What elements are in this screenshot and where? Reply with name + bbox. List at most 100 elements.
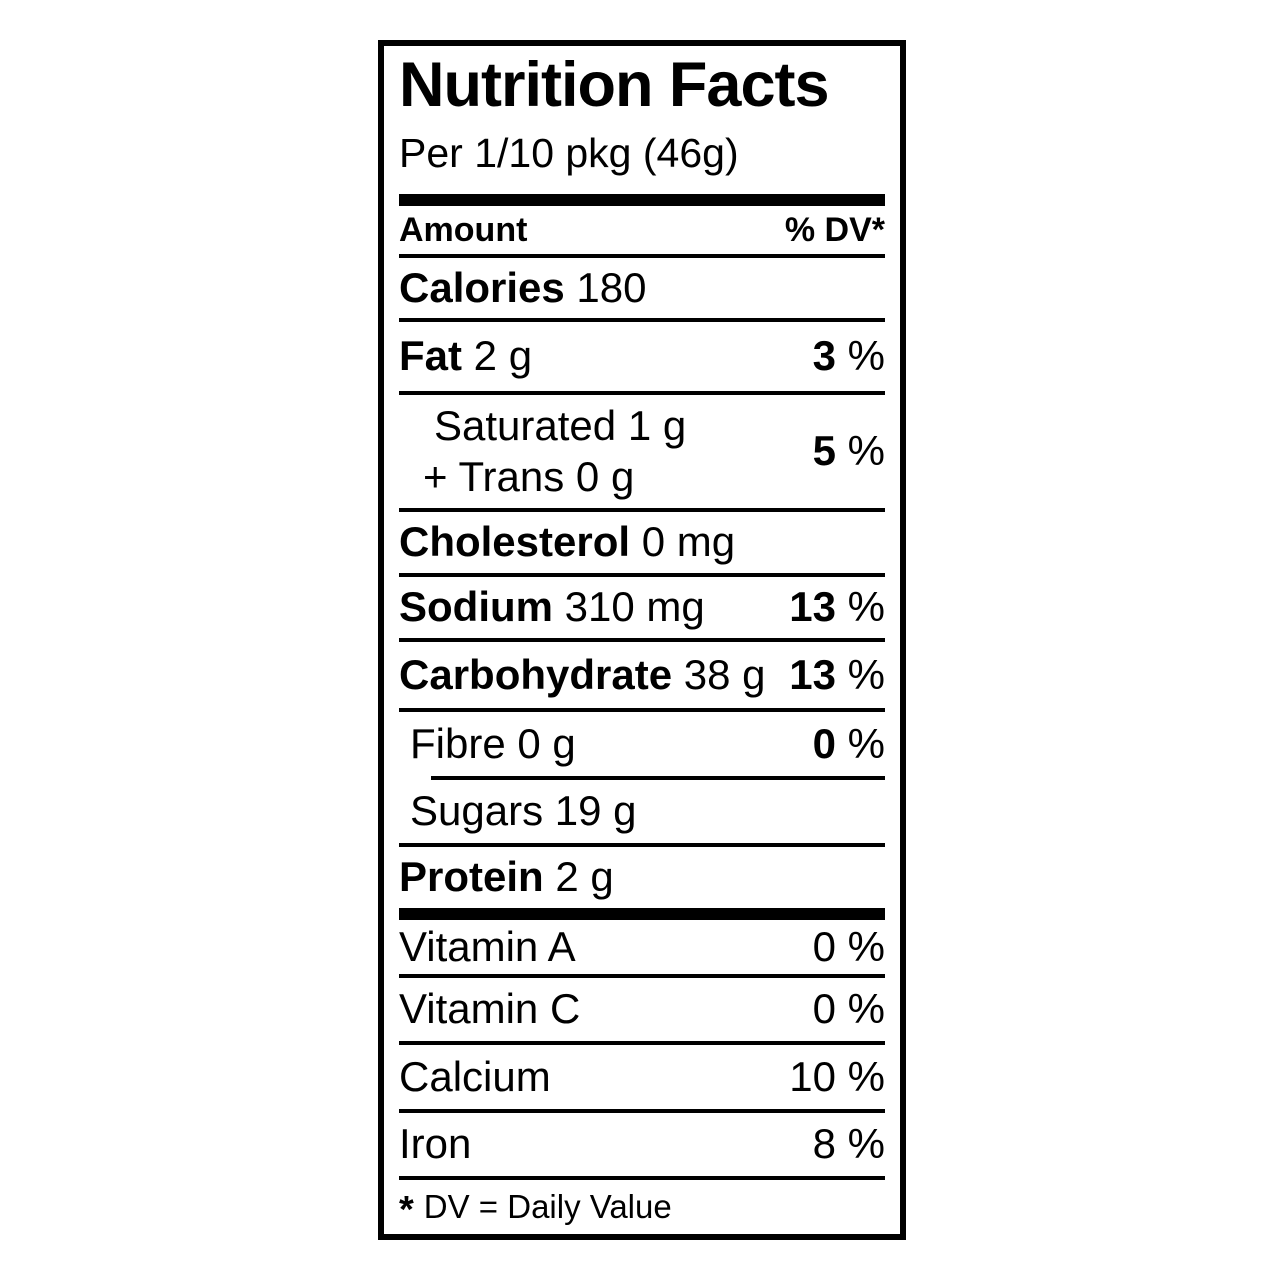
dv-column-header: % DV*: [784, 210, 885, 249]
thick-divider-top: [399, 194, 885, 206]
saturated-trans-label: Saturated 1 g + Trans 0 g: [399, 401, 686, 502]
nutrient-amount: 0 g: [575, 452, 635, 500]
vitamin-a-row: Vitamin A 0 %: [399, 920, 885, 974]
nutrient-name: Calcium: [399, 1052, 551, 1100]
amount-column-header: Amount: [399, 210, 528, 249]
divider: [399, 254, 885, 258]
dv-value: 10: [789, 1052, 836, 1100]
dv-value: 0: [812, 922, 836, 970]
protein-row: Protein 2 g: [399, 847, 885, 908]
percent-sign: %: [847, 985, 885, 1033]
carbohydrate-label: Carbohydrate 38 g: [399, 650, 765, 700]
nutrient-amount: 38 g: [683, 650, 766, 698]
sodium-dv: 13 %: [789, 582, 885, 632]
vitamin-c-label: Vitamin C: [399, 984, 580, 1034]
nutrient-name: Carbohydrate: [399, 650, 673, 698]
divider: [399, 318, 885, 322]
nutrient-name: + Trans: [423, 452, 565, 500]
fat-label: Fat 2 g: [399, 331, 532, 381]
dv-value: 8: [812, 1120, 836, 1168]
dv-value: 13: [789, 583, 836, 631]
calories-label: Calories 180: [399, 263, 647, 313]
dv-value: 0: [812, 985, 836, 1033]
divider: [399, 573, 885, 577]
percent-sign: %: [847, 1120, 885, 1168]
iron-dv: 8 %: [813, 1119, 885, 1169]
nutrient-name: Vitamin C: [399, 985, 581, 1033]
carbohydrate-dv: 13 %: [789, 650, 885, 700]
cholesterol-row: Cholesterol 0 mg: [399, 512, 885, 573]
percent-sign: %: [847, 650, 885, 698]
vitamin-c-row: Vitamin C 0 %: [399, 978, 885, 1041]
footnote-asterisk: *: [399, 1188, 414, 1231]
fat-dv: 3 %: [813, 331, 885, 381]
vitamin-a-dv: 0 %: [813, 922, 885, 972]
iron-label: Iron: [399, 1119, 471, 1169]
label-title: Nutrition Facts: [399, 50, 830, 120]
divider: [399, 391, 885, 395]
nutrient-amount: 0 g: [517, 719, 576, 767]
nutrient-amount: 180: [576, 263, 647, 311]
dv-value: 13: [789, 650, 836, 698]
iron-row: Iron 8 %: [399, 1113, 885, 1176]
fibre-row: Fibre 0 g 0 %: [399, 712, 885, 776]
nutrient-name: Protein: [399, 853, 544, 901]
nutrient-name: Fibre: [410, 719, 506, 767]
calcium-row: Calcium 10 %: [399, 1045, 885, 1109]
sugars-label: Sugars 19 g: [399, 786, 637, 836]
footnote: * DV = Daily Value: [399, 1180, 885, 1234]
saturated-trans-row: Saturated 1 g + Trans 0 g 5 %: [399, 395, 885, 508]
percent-sign: %: [847, 719, 885, 767]
nutrient-name: Iron: [399, 1120, 472, 1168]
calcium-label: Calcium: [399, 1052, 551, 1102]
divider-indented: [431, 776, 885, 780]
divider: [399, 508, 885, 512]
carbohydrate-row: Carbohydrate 38 g 13 %: [399, 642, 885, 708]
serving-size: Per 1/10 pkg (46g): [399, 130, 739, 176]
divider: [399, 1109, 885, 1113]
fibre-dv: 0 %: [813, 719, 885, 769]
column-header-row: Amount % DV*: [399, 206, 885, 254]
sugars-row: Sugars 19 g: [399, 780, 885, 843]
divider: [399, 708, 885, 712]
percent-sign: %: [847, 922, 885, 970]
vitamin-a-label: Vitamin A: [399, 922, 576, 972]
nutrient-name: Cholesterol: [399, 518, 631, 566]
calories-row: Calories 180: [399, 258, 885, 318]
dv-value: 3: [812, 332, 836, 380]
nutrient-name: Fat: [399, 332, 462, 380]
nutrient-name: Saturated: [434, 402, 617, 450]
nutrient-amount: 0 mg: [641, 518, 736, 566]
nutrient-name: Calories: [399, 263, 565, 311]
vitamin-c-dv: 0 %: [813, 984, 885, 1034]
divider: [399, 1176, 885, 1180]
nutrient-amount: 2 g: [555, 853, 614, 901]
dv-value: 5: [812, 427, 836, 475]
saturated-trans-dv: 5 %: [813, 426, 885, 476]
nutrient-name: Vitamin A: [399, 922, 576, 970]
nutrient-name: Sugars: [410, 787, 544, 835]
percent-sign: %: [847, 427, 885, 475]
divider: [399, 843, 885, 847]
thick-divider-middle: [399, 908, 885, 920]
calcium-dv: 10 %: [789, 1052, 885, 1102]
nutrition-facts-label: Nutrition Facts Per 1/10 pkg (46g) Amoun…: [378, 40, 906, 1240]
protein-label: Protein 2 g: [399, 852, 614, 902]
trans-line: + Trans 0 g: [423, 452, 686, 502]
nutrient-amount: 19 g: [554, 787, 637, 835]
nutrient-name: Sodium: [399, 583, 553, 631]
divider: [399, 638, 885, 642]
percent-sign: %: [847, 1052, 885, 1100]
percent-sign: %: [847, 332, 885, 380]
nutrient-amount: 2 g: [473, 332, 533, 380]
percent-sign: %: [847, 583, 885, 631]
divider: [399, 974, 885, 978]
fat-row: Fat 2 g 3 %: [399, 322, 885, 391]
fibre-label: Fibre 0 g: [399, 719, 576, 769]
sodium-label: Sodium 310 mg: [399, 582, 705, 632]
dv-value: 0: [812, 719, 836, 767]
sodium-row: Sodium 310 mg 13 %: [399, 577, 885, 638]
divider: [399, 1041, 885, 1045]
footnote-text: DV = Daily Value: [423, 1188, 672, 1225]
